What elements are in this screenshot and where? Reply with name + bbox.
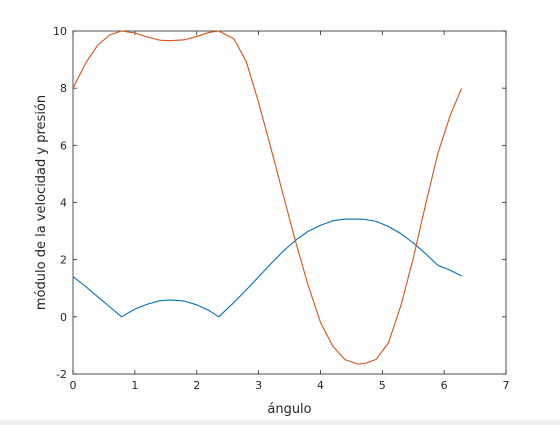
x-tick-label: 0 bbox=[70, 379, 77, 392]
axes-box bbox=[72, 30, 507, 375]
x-tick-label: 4 bbox=[317, 379, 324, 392]
x-axis-label: ángulo bbox=[267, 402, 311, 417]
x-tick-label: 7 bbox=[503, 379, 510, 392]
x-tick-label: 1 bbox=[131, 379, 138, 392]
y-axis-ticks: -2 0 2 4 6 8 10 bbox=[53, 25, 506, 381]
y-tick-label: -2 bbox=[56, 368, 67, 381]
y-tick-label: 8 bbox=[60, 82, 67, 95]
series-line-1 bbox=[72, 218, 462, 318]
x-axis-ticks: 0 1 2 3 4 5 6 7 bbox=[70, 31, 510, 392]
y-tick-label: 10 bbox=[53, 25, 67, 38]
y-tick-label: 4 bbox=[60, 197, 67, 210]
axes-frame bbox=[72, 30, 507, 375]
y-tick-label: 2 bbox=[60, 254, 67, 267]
y-tick-label: 6 bbox=[60, 139, 67, 152]
y-axis-label: módulo de la velocidad y presión bbox=[34, 95, 49, 310]
x-tick-label: 2 bbox=[193, 379, 200, 392]
y-tick-label: 0 bbox=[60, 311, 67, 324]
series-line-2 bbox=[72, 30, 463, 365]
plot-lines bbox=[72, 30, 463, 365]
x-tick-label: 5 bbox=[379, 379, 386, 392]
x-tick-label: 6 bbox=[441, 379, 448, 392]
x-tick-label: 3 bbox=[255, 379, 262, 392]
